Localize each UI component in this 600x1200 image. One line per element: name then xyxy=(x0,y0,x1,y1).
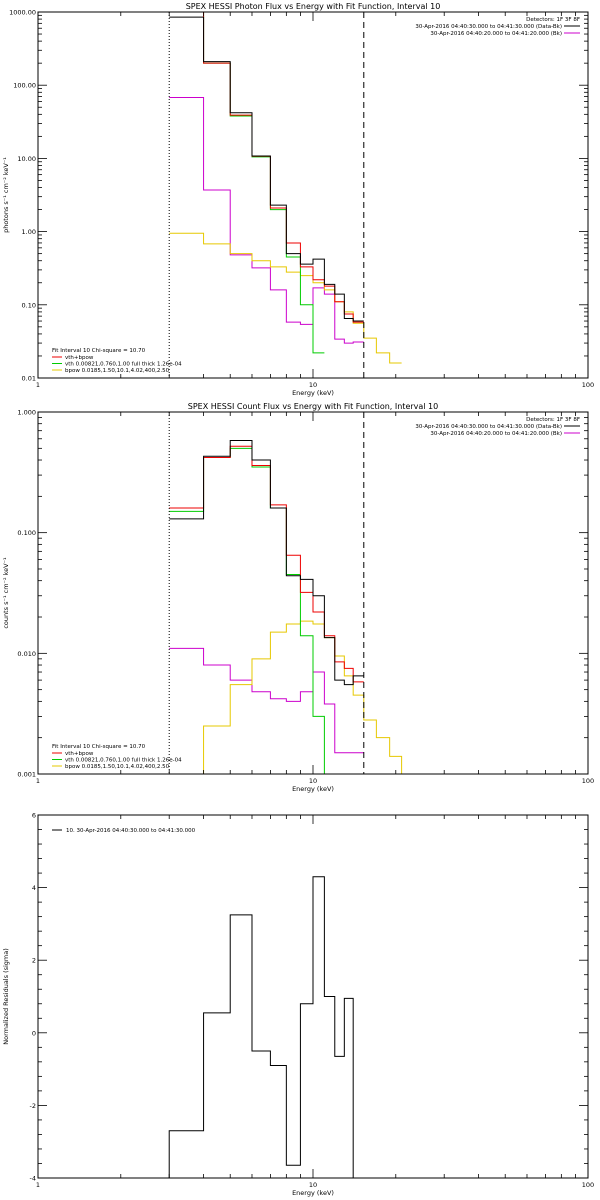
y-tick-label: 0.01 xyxy=(22,375,36,383)
series-line-1 xyxy=(169,620,413,774)
series-line-2 xyxy=(169,12,325,354)
y-tick-label: 1.00 xyxy=(22,228,36,236)
y-axis-label: Normalized Residuals (sigma) xyxy=(2,948,10,1045)
x-axis: 1 10 100 xyxy=(36,412,594,785)
chart-title: SPEX HESSI Photon Flux vs Energy with Fi… xyxy=(186,2,441,11)
y-axis-label: photons s⁻¹ cm⁻² keV⁻¹ xyxy=(2,157,10,233)
fit-legend: Fit Interval 10 Chi-square = 10.70vth+bp… xyxy=(52,348,182,374)
legend-entry: Detectors: 1F 3F 8F xyxy=(526,17,580,23)
legend-entry: 30-Apr-2016 04:40:30.000 to 04:41:30.000… xyxy=(415,424,562,430)
x-tick-label: 1 xyxy=(36,381,40,389)
x-axis-label: Energy (keV) xyxy=(292,389,334,397)
series-line-3 xyxy=(169,12,364,323)
legend-entry: 30-Apr-2016 04:40:20.000 to 04:41:20.000… xyxy=(430,431,562,437)
series-line-2 xyxy=(169,447,335,774)
legend-entry: vth+bpow xyxy=(65,355,94,361)
series-group xyxy=(169,12,402,364)
fit-legend-header: Fit Interval 10 Chi-square = 10.70 xyxy=(52,348,146,354)
y-axis-label: counts s⁻¹ cm⁻² keV⁻¹ xyxy=(2,557,10,629)
fit-legend-header: Fit Interval 10 Chi-square = 10.70 xyxy=(52,744,146,750)
x-tick-label: 10 xyxy=(309,381,317,389)
legend-entry: bpow 0.0185,1.50,10.1,4.02,400,2.50 xyxy=(65,764,170,770)
y-tick-label: 4 xyxy=(32,884,36,892)
legend-entry: 30-Apr-2016 04:40:20.000 to 04:41:20.000… xyxy=(430,31,562,37)
fit-legend: Fit Interval 10 Chi-square = 10.70vth+bp… xyxy=(52,744,182,770)
panel-1: 1 10 100 Energy (keV) 0.01 0.10 1.00 10.00 100.0… xyxy=(2,2,594,397)
x-tick-label: 10 xyxy=(309,1181,317,1189)
legend-entry: Detectors: 1F 3F 8F xyxy=(526,417,580,423)
y-tick-label: 0.010 xyxy=(17,650,36,658)
panel-2: 1 10 100 Energy (keV) 0.001 0.010 0.100 1.000 co… xyxy=(2,402,594,793)
x-axis: 1 10 100 xyxy=(36,12,594,389)
x-tick-label: 100 xyxy=(582,1181,594,1189)
legend-entry: 30-Apr-2016 04:40:30.000 to 04:41:30.000… xyxy=(415,24,562,30)
y-tick-label: 1000.00 xyxy=(9,9,36,17)
y-axis: 0.001 0.010 0.100 1.000 xyxy=(17,409,588,779)
series-line-0 xyxy=(169,96,364,344)
residuals-legend: 10. 30-Apr-2016 04:40:30.000 to 04:41:30… xyxy=(52,828,196,834)
series-group xyxy=(168,876,354,1178)
y-tick-label: 10.00 xyxy=(17,155,36,163)
y-tick-label: 2 xyxy=(32,957,36,965)
chart-title: SPEX HESSI Count Flux vs Energy with Fit… xyxy=(188,402,439,411)
y-tick-label: 0.001 xyxy=(17,771,36,779)
legend-entry: vth 0.00821,0.760,1.00 full thick 1.26e-… xyxy=(65,758,182,764)
x-tick-label: 100 xyxy=(582,777,594,785)
series-line-0 xyxy=(169,647,364,754)
y-tick-label: 100.00 xyxy=(13,82,36,90)
series-line-4 xyxy=(169,16,364,322)
y-tick-label: 0.100 xyxy=(17,529,36,537)
y-axis: 0.01 0.10 1.00 10.00 100.00 1000.00 xyxy=(9,9,588,383)
y-tick-label: 0 xyxy=(32,1029,36,1037)
x-axis-label: Energy (keV) xyxy=(292,785,334,793)
x-tick-label: 1 xyxy=(36,777,40,785)
legend-entry: vth 0.00821,0.760,1.00 full thick 1.26e-… xyxy=(65,362,182,368)
y-tick-label: 0.10 xyxy=(22,301,36,309)
x-tick-label: 10 xyxy=(309,777,317,785)
y-axis: -4 -2 0 2 4 6 xyxy=(30,812,588,1183)
series-group xyxy=(169,440,413,774)
series-line-1 xyxy=(169,232,402,364)
series-line-0 xyxy=(168,876,354,1178)
y-tick-label: 1.000 xyxy=(17,409,36,417)
legend-entry: 10. 30-Apr-2016 04:40:30.000 to 04:41:30… xyxy=(66,828,196,834)
x-tick-label: 1 xyxy=(36,1181,40,1189)
y-tick-label: -2 xyxy=(30,1102,36,1110)
x-axis: 1 10 100 xyxy=(36,815,594,1189)
legend-entry: bpow 0.0185,1.50,10.1,4.02,400,2.50 xyxy=(65,368,170,374)
x-tick-label: 100 xyxy=(582,381,594,389)
legend-entry: vth+bpow xyxy=(65,751,94,757)
panel-3: 1 10 100 Energy (keV) -4 -2 0 2 4 6 Normalized Res… xyxy=(2,812,594,1198)
y-tick-label: 6 xyxy=(32,812,36,820)
y-tick-label: -4 xyxy=(30,1175,36,1183)
series-line-4 xyxy=(169,440,364,686)
x-axis-label: Energy (keV) xyxy=(292,1189,334,1197)
